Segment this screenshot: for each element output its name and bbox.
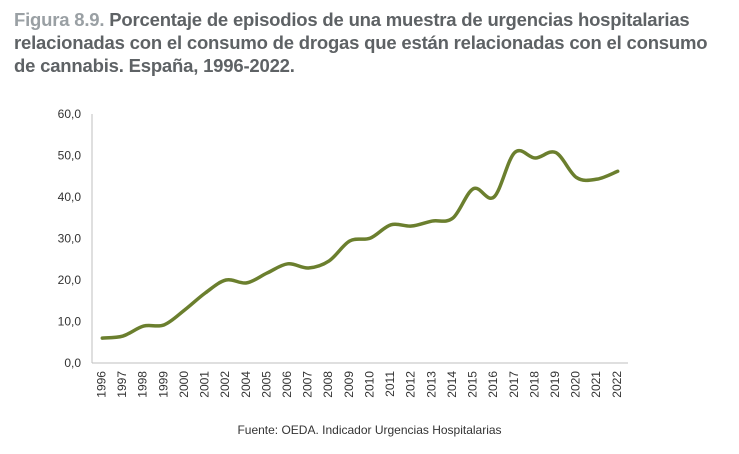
- x-tick-label: 2020: [569, 371, 583, 398]
- x-tick-label: 2013: [424, 371, 438, 398]
- series-line: [100, 148, 620, 340]
- x-tick-label: 2015: [466, 371, 480, 398]
- x-tick-label: 2017: [507, 371, 521, 398]
- x-tick-label: 2005: [259, 371, 273, 398]
- y-tick-label: 40,0: [58, 190, 82, 204]
- y-tick-label: 0,0: [64, 356, 81, 370]
- x-tick-label: 2021: [589, 371, 603, 398]
- x-tick-label: 2022: [610, 371, 624, 398]
- x-tick-label: 2000: [177, 371, 191, 398]
- x-tick-label: 2019: [548, 371, 562, 398]
- x-tick-label: 2009: [342, 371, 356, 398]
- x-tick-label: 2001: [198, 371, 212, 398]
- x-tick-label: 2004: [239, 371, 253, 398]
- x-tick-label: 1998: [136, 371, 150, 398]
- y-tick-label: 60,0: [58, 107, 82, 121]
- y-tick-label: 30,0: [58, 232, 82, 246]
- y-tick-label: 10,0: [58, 315, 82, 329]
- chart-title: Figura 8.9. Porcentaje de episodios de u…: [14, 8, 729, 77]
- x-tick-label: 2006: [280, 371, 294, 398]
- x-tick-label: 2002: [218, 371, 232, 398]
- y-tick-label: 50,0: [58, 149, 82, 163]
- x-tick-label: 1999: [156, 371, 170, 398]
- line-chart: 0,0 10,0 20,0 30,0 40,0 50,0 60,0 1996 1997 1998 1…: [58, 107, 628, 398]
- x-tick-label: 2007: [301, 371, 315, 398]
- x-tick-label: 2012: [404, 371, 418, 398]
- x-tick-label: 2008: [321, 371, 335, 398]
- x-tick-label: 2018: [527, 371, 541, 398]
- x-tick-label: 2011: [383, 371, 397, 397]
- x-tick-label: 2016: [486, 371, 500, 398]
- source-note: Fuente: OEDA. Indicador Urgencias Hospit…: [237, 423, 502, 437]
- title-text: Porcentaje de episodios de una muestra d…: [14, 9, 708, 76]
- x-tick-label: 1996: [94, 371, 108, 398]
- x-tick-label: 2010: [362, 371, 376, 398]
- y-tick-label: 20,0: [58, 273, 82, 287]
- figure-label: Figura 8.9.: [14, 9, 105, 30]
- x-tick-label: 2014: [445, 371, 459, 398]
- x-tick-label: 1997: [115, 371, 129, 398]
